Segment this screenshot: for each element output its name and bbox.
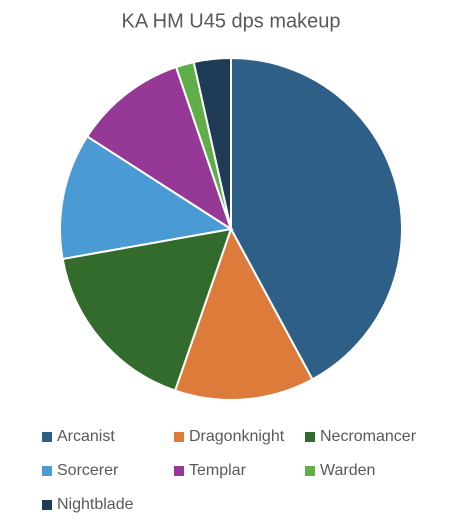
chart-title: KA HM U45 dps makeup — [122, 10, 341, 32]
legend-swatch — [174, 432, 184, 442]
pie-slice — [192, 56, 232, 230]
legend-label: Templar — [189, 462, 247, 479]
legend-swatch — [42, 500, 52, 510]
legend-label: Nightblade — [57, 496, 134, 513]
legend-swatch — [42, 466, 52, 476]
legend-swatch — [42, 432, 52, 442]
pie-slice — [85, 65, 233, 232]
legend-label: Dragonknight — [189, 428, 285, 445]
legend-label: Sorcerer — [57, 462, 119, 479]
pie-slice — [59, 135, 234, 261]
pie-slice — [173, 226, 314, 401]
pie-slice — [230, 56, 403, 381]
legend-label: Warden — [320, 462, 375, 479]
legend-label: Necromancer — [320, 428, 417, 445]
legend-swatch — [174, 466, 184, 476]
legend-swatch — [305, 432, 315, 442]
legend-swatch — [305, 466, 315, 476]
legend-label: Arcanist — [57, 428, 115, 445]
pie-slice — [61, 227, 233, 392]
